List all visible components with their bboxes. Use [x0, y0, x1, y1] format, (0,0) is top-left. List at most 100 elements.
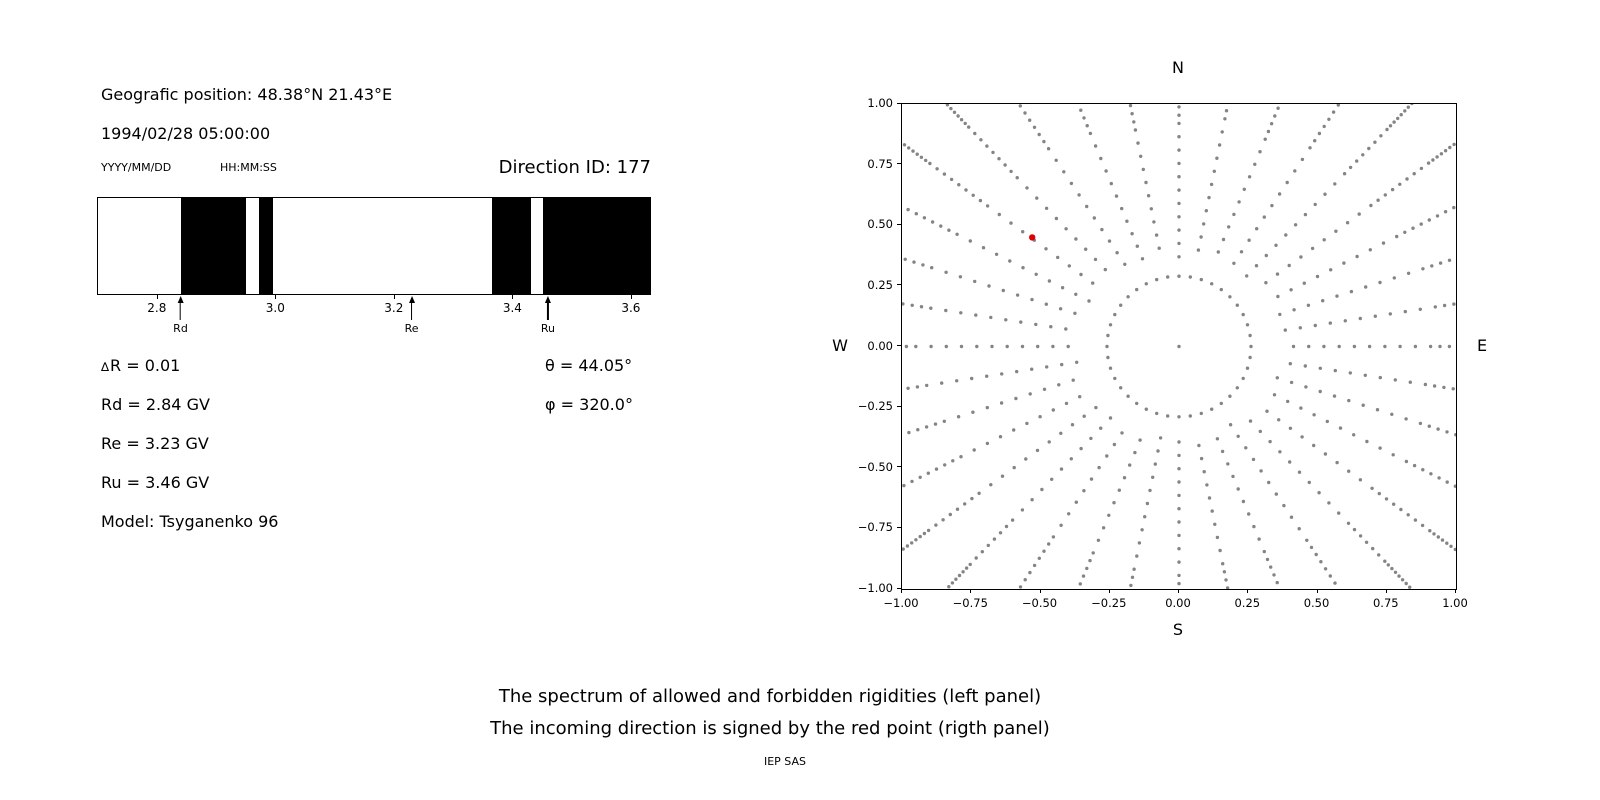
asymptotic-direction-dot: [1335, 460, 1339, 465]
asymptotic-direction-dot: [963, 121, 967, 126]
asymptotic-direction-dot: [1047, 440, 1051, 444]
asymptotic-direction-dot: [1218, 548, 1222, 553]
cutoff-marker-label: Re: [404, 322, 419, 335]
inner-ring-dot: [1113, 376, 1117, 381]
asymptotic-direction-dot: [1079, 272, 1083, 277]
asymptotic-direction-dot: [1099, 156, 1103, 161]
asymptotic-direction-dot: [1358, 478, 1363, 482]
asymptotic-direction-dot: [1379, 134, 1383, 138]
asymptotic-direction-dot: [1263, 137, 1267, 141]
asymptotic-direction-dot: [947, 585, 951, 589]
asymptotic-direction-dot: [1209, 182, 1214, 187]
asymptotic-direction-dot: [1312, 413, 1316, 417]
y-tick-mark: [897, 163, 901, 165]
asymptotic-direction-dot: [1104, 169, 1108, 173]
y-tick-mark: [897, 526, 901, 528]
asymptotic-direction-dot: [1298, 326, 1302, 330]
asymptotic-direction-dot: [1146, 194, 1151, 198]
asymptotic-direction-dot: [985, 144, 989, 148]
asymptotic-direction-dot: [997, 157, 1001, 161]
asymptotic-direction-dot: [1314, 552, 1318, 557]
asymptotic-direction-dot: [906, 386, 910, 390]
cutoff-marker-rd: Rd: [173, 296, 188, 335]
asymptotic-direction-dot: [1373, 140, 1377, 144]
asymptotic-direction-dot: [1392, 276, 1396, 280]
inner-ring-dot: [1119, 386, 1123, 390]
arrow-stem: [179, 302, 182, 320]
asymptotic-direction-dot: [1288, 426, 1293, 430]
asymptotic-direction-dot: [958, 275, 963, 279]
asymptotic-direction-dot: [1420, 523, 1425, 528]
asymptotic-direction-dot: [930, 266, 934, 270]
asymptotic-direction-dot: [906, 207, 910, 212]
asymptotic-direction-dot: [1273, 114, 1277, 118]
asymptotic-direction-dot: [916, 428, 920, 432]
asymptotic-direction-dot: [1432, 384, 1437, 388]
asymptotic-direction-dot: [1064, 227, 1068, 231]
asymptotic-direction-dot: [1035, 448, 1040, 453]
asymptotic-direction-dot: [1317, 131, 1322, 136]
asymptotic-direction-dot: [1001, 288, 1005, 293]
asymptotic-direction-dot: [1278, 450, 1282, 454]
inner-ring-dot: [1126, 295, 1130, 299]
asymptotic-direction-dot: [1030, 297, 1034, 302]
asymptotic-direction-dot: [1089, 477, 1094, 481]
asymptotic-direction-dot: [959, 344, 964, 349]
x-tick-label: 1.00: [1442, 596, 1468, 610]
x-tick-label: −1.00: [883, 596, 919, 610]
asymptotic-direction-dot: [1275, 580, 1279, 585]
asymptotic-direction-dot: [1085, 124, 1089, 128]
asymptotic-direction-dot: [1327, 117, 1331, 121]
credit-label: IEP SAS: [763, 755, 807, 768]
asymptotic-direction-dot: [930, 220, 935, 224]
asymptotic-direction-dot: [1004, 318, 1008, 322]
asymptotic-direction-dot: [1045, 365, 1049, 369]
asymptotic-direction-dot: [1028, 392, 1032, 396]
asymptotic-direction-dot: [1253, 162, 1257, 166]
asymptotic-direction-dot: [1371, 546, 1375, 551]
asymptotic-direction-dot: [1128, 463, 1132, 467]
y-tick-label: −0.25: [857, 399, 893, 414]
asymptotic-direction-dot: [1244, 446, 1248, 450]
inner-ring-dot: [1188, 275, 1192, 279]
asymptotic-direction-dot: [935, 167, 939, 171]
asymptotic-direction-dot: [1079, 108, 1083, 112]
asymptotic-direction-dot: [1074, 500, 1078, 504]
asymptotic-direction-dot: [934, 467, 939, 471]
asymptotic-direction-dot: [1335, 294, 1339, 298]
delta-r-value: ∆R = 0.01: [101, 356, 180, 375]
inner-ring-dot: [1177, 274, 1181, 278]
asymptotic-direction-dot: [1145, 501, 1150, 506]
asymptotic-direction-dot: [1406, 513, 1410, 517]
asymptotic-direction-dot: [1220, 449, 1225, 454]
asymptotic-direction-dot: [974, 313, 978, 317]
asymptotic-direction-dot: [1070, 423, 1075, 427]
asymptotic-direction-dot: [1030, 367, 1034, 371]
asymptotic-direction-dot: [956, 415, 961, 419]
spectrum-markers: Rd Re Ru: [97, 296, 651, 348]
arrow-stem: [547, 302, 549, 320]
asymptotic-direction-dot: [1247, 238, 1251, 242]
inner-ring-dot: [1166, 275, 1170, 279]
y-tick-label: −1.00: [857, 581, 893, 595]
asymptotic-direction-dot: [1067, 264, 1071, 268]
phi-value: φ = 320.0°: [545, 395, 633, 414]
asymptotic-direction-dot: [1269, 565, 1273, 569]
asymptotic-direction-dot: [1322, 124, 1326, 129]
arrow-up-icon: [177, 296, 184, 303]
asymptotic-direction-dot: [910, 479, 914, 484]
asymptotic-direction-dot: [986, 543, 990, 548]
asymptotic-direction-dot: [1346, 521, 1351, 525]
asymptotic-direction-dot: [994, 252, 999, 256]
asymptotic-direction-dot: [1352, 344, 1357, 349]
asymptotic-direction-dot: [1328, 321, 1332, 325]
asymptotic-direction-dot: [1004, 524, 1009, 529]
delta-symbol: ∆: [101, 360, 110, 374]
asymptotic-direction-dot: [998, 531, 1003, 535]
asymptotic-direction-dot: [1299, 406, 1303, 410]
asymptotic-direction-dot: [1403, 309, 1407, 314]
asymptotic-direction-dot: [1274, 243, 1278, 247]
asymptotic-direction-dot: [902, 302, 905, 306]
y-tick-mark: [897, 102, 901, 104]
